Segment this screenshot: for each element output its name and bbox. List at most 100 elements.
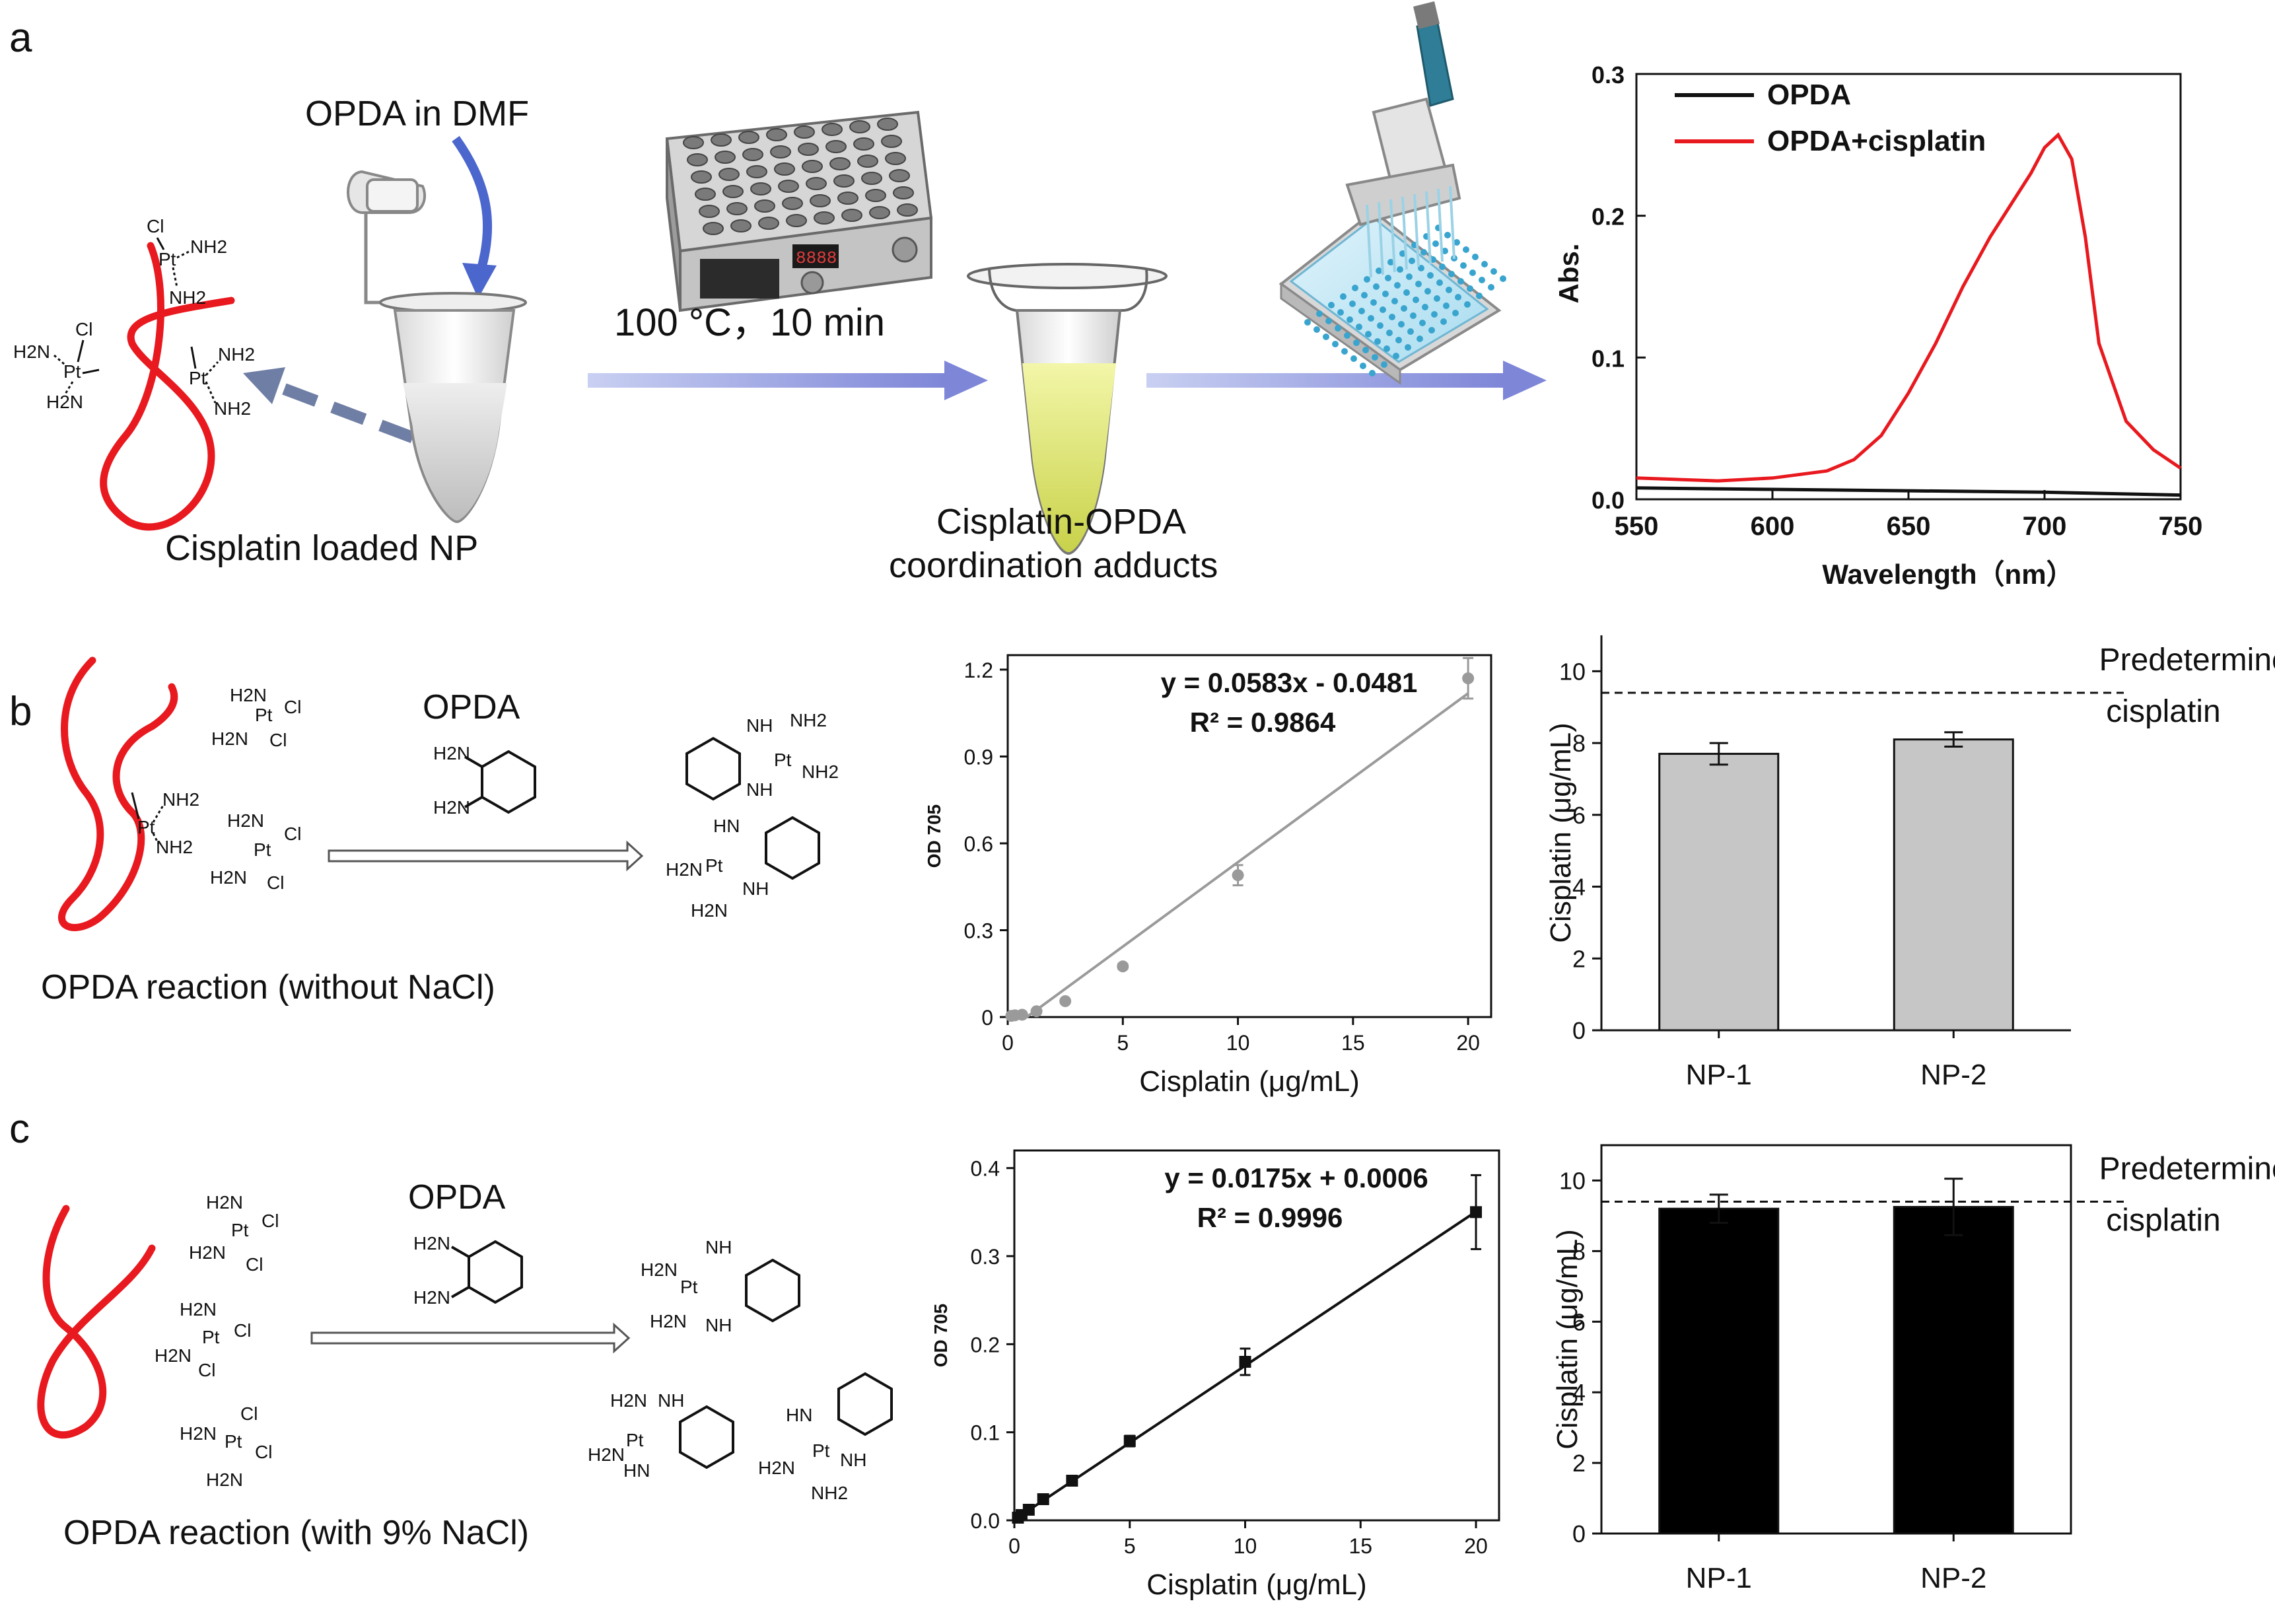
heater-well (770, 145, 791, 159)
heater-well (841, 209, 862, 222)
plate-well (1442, 248, 1448, 254)
heater-well (754, 199, 775, 213)
plate-well (1490, 268, 1497, 275)
plate-well (1335, 325, 1341, 332)
y-tick-label: 0.3 (971, 1245, 1000, 1269)
caption-b: OPDA reaction (without NaCl) (41, 968, 495, 1006)
svg-text:Pt: Pt (137, 817, 155, 837)
heater-well (718, 168, 740, 181)
plot-frame (1013, 1149, 1500, 1522)
x-tick-label: 5 (1117, 1031, 1129, 1055)
svg-text:H2N: H2N (650, 1311, 687, 1331)
svg-text:H2N: H2N (180, 1423, 217, 1444)
svg-text:NH2: NH2 (802, 761, 839, 782)
polymer-chain-curve (100, 242, 235, 531)
svg-text:H2N: H2N (46, 392, 83, 412)
svg-text:H2N: H2N (211, 728, 248, 749)
heater-well (822, 123, 843, 136)
heater-well (691, 170, 712, 184)
product-c2: H2N NH Pt H2N HN (588, 1390, 734, 1481)
equation-label: y = 0.0583x - 0.0481 (1161, 667, 1418, 698)
heater-knob-2 (800, 271, 824, 295)
y-axis-title: OD 705 (924, 804, 944, 868)
svg-text:Pt: Pt (626, 1430, 644, 1450)
heater-knob (892, 236, 918, 263)
heater-well (893, 186, 914, 199)
r2-label: R² = 0.9864 (1190, 707, 1336, 738)
plate-well (1304, 319, 1311, 326)
svg-text:H2N: H2N (758, 1458, 795, 1478)
plate-well (1374, 338, 1381, 345)
plate-well (1428, 327, 1435, 334)
x-axis-title: Cisplatin (μg/mL) (1146, 1569, 1366, 1601)
plate-wells (1304, 225, 1506, 376)
data-point (1239, 1356, 1251, 1368)
plate-well (1419, 320, 1426, 326)
plate-well (1391, 298, 1398, 304)
heater-well (786, 214, 807, 227)
y-tick-label: 0.2 (971, 1333, 1000, 1357)
x-tick-label: NP-2 (1920, 1562, 1986, 1594)
plate-well (1325, 318, 1332, 324)
product-b2: HN Pt NH H2N H2N (666, 816, 820, 921)
heater-well (715, 151, 736, 164)
svg-text:NH: NH (705, 1237, 732, 1257)
y-tick-label: 0.0 (971, 1509, 1000, 1533)
plate-well (1382, 291, 1389, 297)
plate-well (1469, 269, 1476, 276)
svg-text:H2N: H2N (13, 341, 50, 362)
polymer-chain-c (37, 1205, 156, 1438)
y-tick-label: 10 (1559, 1167, 1586, 1194)
plate-well (1415, 281, 1422, 287)
heater-display (792, 244, 839, 268)
data-point (1030, 1005, 1043, 1018)
svg-text:H2N: H2N (666, 859, 703, 880)
panel-b: b Pt NH2 NH2 H2N Pt Cl H2N Cl H2N Pt Cl … (9, 635, 2275, 1098)
plot-frame (1006, 654, 1492, 1018)
plate-well (1405, 344, 1411, 351)
plate-well (1397, 266, 1403, 273)
np-label: Cisplatin loaded NP (165, 528, 478, 568)
heater-well (861, 172, 882, 185)
x-tick-label: 0 (1002, 1031, 1014, 1055)
svg-text:Pt: Pt (812, 1440, 830, 1461)
opda-label-c: OPDA (408, 1178, 506, 1217)
plate-well (1479, 277, 1485, 283)
svg-text:NH: NH (746, 779, 773, 800)
heater-well (814, 211, 835, 225)
free-cisplatin-c3: Cl Pt H2N Cl H2N (180, 1403, 272, 1490)
bar-np-2 (1893, 1206, 2014, 1535)
series-line-opda-cisplatin (1636, 132, 2182, 483)
svg-text:Pt: Pt (225, 1431, 242, 1452)
plate-well (1395, 337, 1402, 343)
legend-label: OPDA (1767, 79, 1851, 111)
svg-text:Cl: Cl (284, 824, 301, 844)
reference-label-2: cisplatin (2106, 694, 2220, 729)
plate-well (1362, 347, 1369, 353)
x-tick-label: 650 (1887, 512, 1931, 541)
svg-text:H2N: H2N (413, 1287, 450, 1308)
x-tick-label: 10 (1226, 1031, 1250, 1055)
y-tick-label: 1.2 (964, 658, 993, 682)
plate-well (1431, 311, 1438, 318)
x-tick-label: 10 (1234, 1534, 1257, 1558)
plate-well (1377, 322, 1383, 329)
y-tick-label: 2 (1572, 1450, 1586, 1477)
plate-well (1407, 328, 1414, 335)
y-axis-title: Abs. (1553, 243, 1584, 303)
svg-text:HN: HN (713, 816, 740, 836)
plate-well (1403, 289, 1410, 296)
opda-structure-c: H2N H2N (413, 1233, 523, 1308)
bar-np-1 (1658, 1207, 1780, 1535)
x-tick-label: 700 (2023, 512, 2067, 541)
plate-well (1376, 267, 1382, 274)
pt-complex-right: Pt NH2 NH2 (189, 344, 255, 419)
pipette-tip (1425, 191, 1432, 265)
bar-np-1 (1658, 752, 1780, 1032)
pipette-tips (1366, 186, 1455, 278)
free-cisplatin-c1: H2N Pt Cl H2N Cl (189, 1192, 279, 1275)
legend-label: OPDA+cisplatin (1767, 125, 1986, 157)
y-axis-title: Cisplatin (μg/mL) (1551, 1229, 1584, 1449)
plate-well (1463, 246, 1469, 253)
plate-well (1353, 339, 1360, 346)
